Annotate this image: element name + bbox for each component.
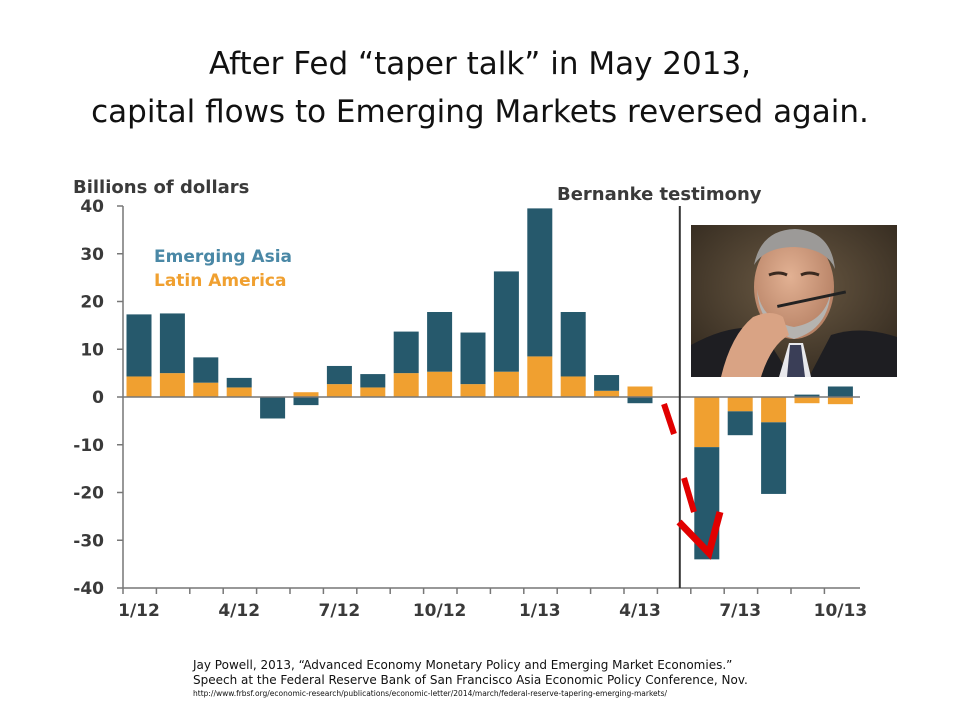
red-arrow-dash-2 [681,477,697,513]
bar-latin-america-17 [694,397,720,448]
slide-title: After Fed “taper talk” in May 2013, capi… [0,40,960,136]
bar-latin-america-13 [560,376,586,397]
citation-venue: Speech at the Federal Reserve Bank of Sa… [193,673,748,687]
bar-latin-america-8 [393,373,419,397]
bar-emerging-asia-13 [560,312,586,377]
citation-author: Jay Powell, 2013, “Advanced Economy Mone… [193,658,733,672]
bar-emerging-asia-1 [159,313,185,374]
bar-emerging-asia-15 [627,397,653,404]
bar-emerging-asia-0 [126,314,152,377]
x-tick-label: 4/13 [619,601,661,621]
y-tick-label: -30 [73,531,104,551]
bar-emerging-asia-7 [360,374,386,388]
x-tick-label: 7/12 [319,601,361,621]
y-tick-label: -40 [73,579,104,599]
legend-latin-america: Latin America [154,271,286,291]
bar-emerging-asia-19 [761,422,787,494]
citation-url[interactable]: http://www.frbsf.org/economic-research/p… [193,689,668,698]
bar-latin-america-5 [293,392,319,397]
title-line-1: After Fed “taper talk” in May 2013, [208,46,752,82]
bar-latin-america-21 [827,397,853,405]
bar-latin-america-0 [126,376,152,397]
red-arrow-dash-1 [661,403,677,435]
bar-emerging-asia-20 [794,394,820,397]
bar-emerging-asia-14 [594,375,620,391]
bar-latin-america-1 [159,373,185,397]
y-tick-label: 20 [80,293,104,313]
y-tick-label: -20 [73,484,104,504]
red-arrow-head-icon [676,511,724,560]
bar-emerging-asia-21 [827,386,853,397]
bar-emerging-asia-11 [493,271,519,372]
bar-latin-america-10 [460,384,486,397]
y-tick-label: -10 [73,436,104,456]
bar-emerging-asia-5 [293,397,319,406]
bar-emerging-asia-6 [326,365,352,385]
bernanke-photo [691,225,897,377]
y-tick-label: 0 [92,388,104,408]
bar-emerging-asia-8 [393,331,419,374]
x-tick-label: 4/12 [218,601,260,621]
bar-emerging-asia-9 [427,312,453,372]
bar-emerging-asia-2 [193,357,219,383]
x-tick-label: 10/13 [814,601,868,621]
y-tick-label: 30 [80,245,104,265]
x-tick-label: 1/13 [519,601,561,621]
bar-latin-america-7 [360,387,386,397]
y-tick-label: 10 [80,340,104,360]
citation: Jay Powell, 2013, “Advanced Economy Mone… [193,658,933,700]
x-tick-label: 7/13 [719,601,761,621]
y-tick-label: 40 [80,197,104,217]
bar-emerging-asia-4 [260,397,286,419]
bar-latin-america-19 [761,397,787,423]
bar-latin-america-14 [594,390,620,397]
bar-latin-america-15 [627,386,653,397]
y-axis-title: Billions of dollars [73,177,249,198]
bernanke-testimony-label: Bernanke testimony [557,184,762,205]
legend-emerging-asia: Emerging Asia [154,247,292,267]
bar-latin-america-11 [493,371,519,397]
bar-emerging-asia-12 [527,208,553,357]
bar-latin-america-9 [427,371,453,397]
bar-emerging-asia-18 [727,411,753,436]
bar-latin-america-6 [326,384,352,397]
title-line-2: capital flows to Emerging Markets revers… [91,94,869,130]
bar-latin-america-2 [193,382,219,397]
bar-latin-america-12 [527,356,553,397]
bar-latin-america-20 [794,397,820,404]
bar-emerging-asia-10 [460,332,486,385]
x-tick-label: 1/12 [118,601,160,621]
x-tick-label: 10/12 [413,601,467,621]
bar-latin-america-18 [727,397,753,412]
bar-emerging-asia-3 [226,377,252,388]
bar-latin-america-3 [226,387,252,397]
